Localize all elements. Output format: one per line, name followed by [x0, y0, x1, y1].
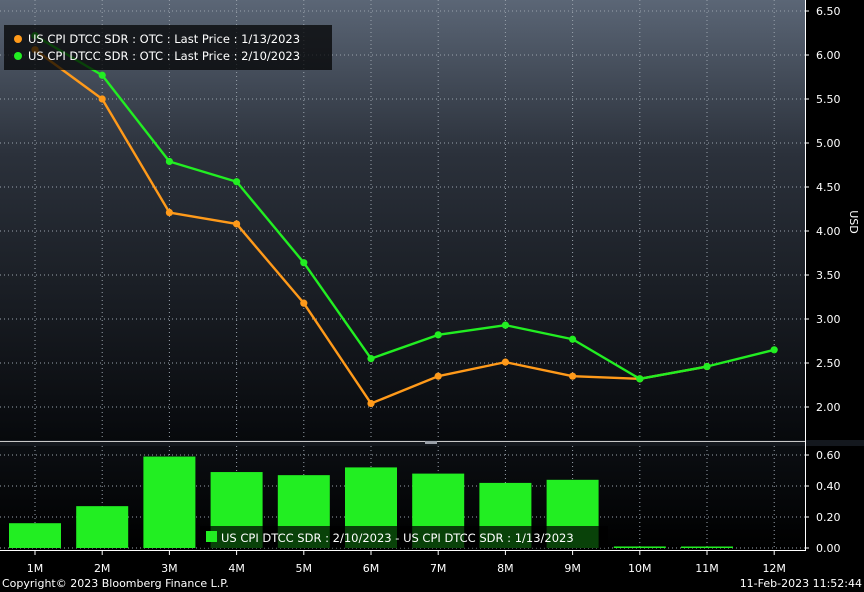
- main-y-tick-label: 4.50: [816, 181, 841, 194]
- timestamp-text: 11-Feb-2023 11:52:44: [740, 577, 862, 590]
- lines: [31, 32, 778, 408]
- x-tick-label: 12M: [762, 562, 786, 575]
- right-axis-background: [805, 0, 864, 592]
- sub-y-tick-label: 0.20: [816, 511, 841, 524]
- series-2-point: [98, 71, 106, 79]
- main-y-tick-label: 3.50: [816, 269, 841, 282]
- x-tick-label: 7M: [430, 562, 447, 575]
- bar-3M: [143, 456, 196, 548]
- sub-legend-marker: [206, 531, 217, 542]
- sub-legend-box: [200, 526, 608, 548]
- x-tick-label: 3M: [161, 562, 178, 575]
- series-2-point: [434, 331, 442, 339]
- x-tick-label: 6M: [363, 562, 380, 575]
- bars: [9, 456, 733, 548]
- series-2-point: [233, 178, 241, 186]
- main-legend: US CPI DTCC SDR : OTC : Last Price : 1/1…: [4, 25, 332, 70]
- copyright-text: Copyright© 2023 Bloomberg Finance L.P.: [2, 577, 229, 590]
- bar-10M: [613, 546, 666, 548]
- main-y-tick-label: 6.00: [816, 49, 841, 62]
- series-1-point: [300, 299, 308, 307]
- series-2-point: [770, 346, 778, 354]
- series-2-point: [569, 335, 577, 343]
- main-legend-box: [4, 25, 332, 70]
- x-tick-label: 9M: [564, 562, 581, 575]
- series-1-point: [233, 220, 241, 228]
- series-2-point: [703, 362, 711, 371]
- main-y-tick-label: 5.50: [816, 93, 841, 106]
- series-2-point: [367, 355, 375, 363]
- sub-legend: US CPI DTCC SDR : 2/10/2023 - US CPI DTC…: [200, 526, 608, 548]
- main-y-tick-label: 5.00: [816, 137, 841, 150]
- y-axis-title: USD: [847, 210, 860, 234]
- main-y-tick-label: 2.50: [816, 357, 841, 370]
- legend-marker-series-2: [14, 52, 22, 60]
- legend-label-series-1: US CPI DTCC SDR : OTC : Last Price : 1/1…: [28, 32, 300, 46]
- series-2-point: [501, 321, 509, 329]
- series-line-2: [34, 34, 775, 381]
- series-1-point: [98, 95, 106, 103]
- x-tick-label: 5M: [296, 562, 313, 575]
- main-y-tick-label: 2.00: [816, 401, 841, 414]
- series-1-point: [569, 372, 577, 380]
- legend-marker-series-1: [14, 35, 22, 43]
- series-1-point: [165, 208, 173, 217]
- main-panel-background: [0, 0, 805, 440]
- series-2-point: [636, 375, 644, 383]
- bar-11M: [681, 546, 733, 548]
- x-tick-label: 2M: [94, 562, 111, 575]
- main-y-tick-label: 4.00: [816, 225, 841, 238]
- sub-y-tick-label: 0.40: [816, 480, 841, 493]
- y-axis-main: 2.00 2.50 3.00 3.50 4.00 4.50 5.00 5.50 6.00 6.50: [805, 5, 841, 414]
- x-tick-label: 10M: [628, 562, 652, 575]
- sub-y-tick-label: 0.60: [816, 449, 841, 462]
- bar-1M: [9, 523, 61, 548]
- series-2-point: [300, 259, 308, 267]
- series-1-point: [434, 372, 442, 380]
- x-tick-label: 4M: [228, 562, 245, 575]
- series-2-point: [165, 157, 173, 166]
- splitter-grip[interactable]: [425, 441, 437, 444]
- main-y-tick-label: 6.50: [816, 5, 841, 18]
- x-tick-label: 8M: [497, 562, 514, 575]
- series-1-point: [501, 358, 509, 366]
- x-tick-label: 11M: [695, 562, 719, 575]
- bar-2M: [76, 506, 129, 548]
- main-y-tick-label: 3.00: [816, 313, 841, 326]
- x-tick-label: 1M: [27, 562, 44, 575]
- sub-y-tick-label: 0.00: [816, 542, 841, 555]
- legend-label-series-2: US CPI DTCC SDR : OTC : Last Price : 2/1…: [28, 49, 300, 63]
- series-1-point: [367, 399, 375, 408]
- sub-legend-label: US CPI DTCC SDR : 2/10/2023 - US CPI DTC…: [221, 531, 574, 545]
- x-axis: 1M 2M 3M 4M 5M 6M 7M 8M 9M 10M 11M 12M: [27, 551, 786, 575]
